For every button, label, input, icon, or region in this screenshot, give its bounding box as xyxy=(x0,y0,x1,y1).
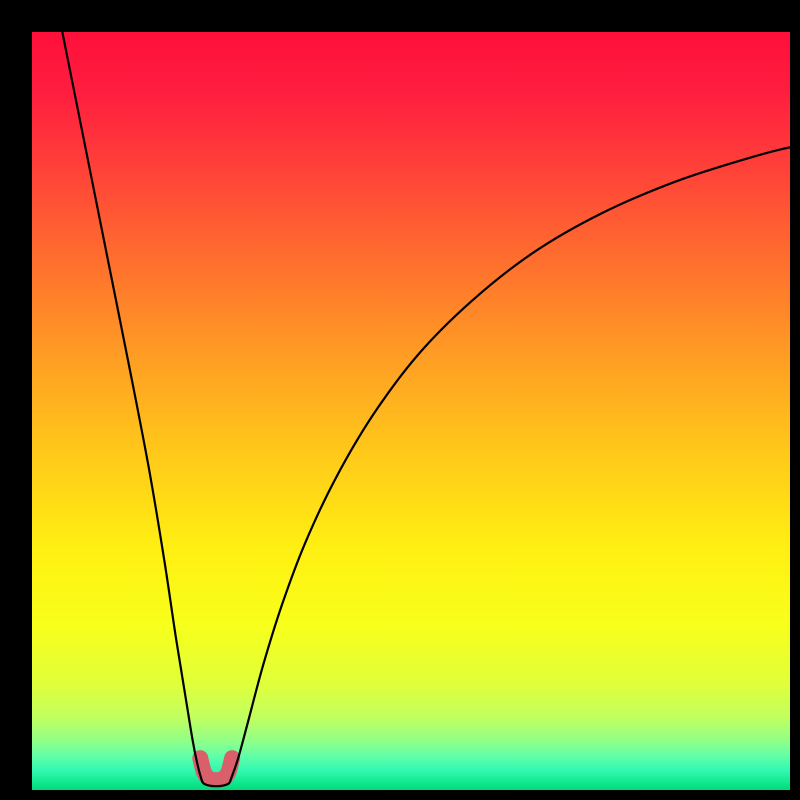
border-bottom xyxy=(0,790,800,800)
chart-svg xyxy=(32,32,790,790)
plot-area xyxy=(32,32,790,790)
border-right xyxy=(790,0,800,800)
border-top xyxy=(0,0,800,32)
bottleneck-curve xyxy=(62,32,790,786)
valley-marker xyxy=(200,758,232,780)
figure-canvas: TheBottleneck.com xyxy=(0,0,800,800)
border-left xyxy=(0,0,32,800)
